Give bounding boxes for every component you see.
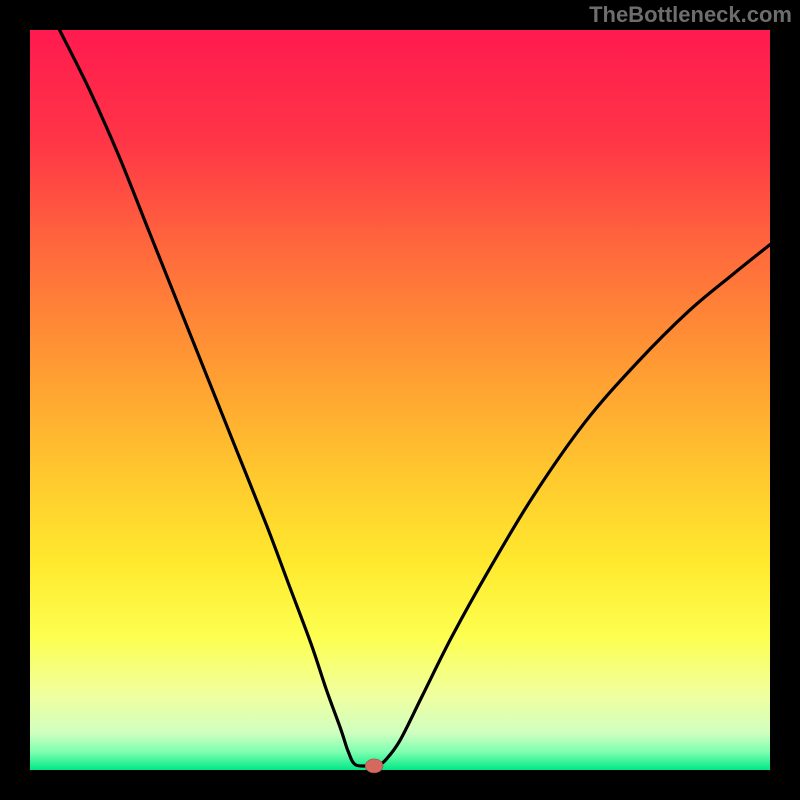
- bottleneck-chart: [0, 0, 800, 800]
- plot-background-gradient: [30, 30, 770, 770]
- chart-container: TheBottleneck.com: [0, 0, 800, 800]
- watermark-text: TheBottleneck.com: [589, 2, 792, 28]
- optimal-point-marker: [365, 759, 383, 773]
